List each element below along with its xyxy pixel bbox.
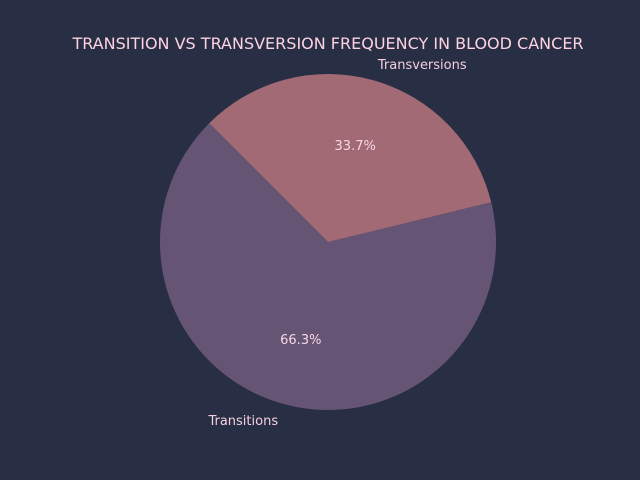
- pie-slices: [159, 74, 496, 411]
- slice-label-transversions: Transversions: [377, 58, 467, 73]
- pie-slice-transversions: [209, 74, 492, 242]
- percent-label-transitions: 66.3%: [280, 333, 321, 348]
- percent-label-transversions: 33.7%: [335, 139, 376, 154]
- chart-title: TRANSITION VS TRANSVERSION FREQUENCY IN …: [71, 34, 583, 53]
- pie-labels: Transitions 66.3% Transversions 33.7%: [207, 58, 466, 429]
- pie-slice-transitions: [159, 123, 496, 411]
- slice-label-transitions: Transitions: [207, 414, 278, 429]
